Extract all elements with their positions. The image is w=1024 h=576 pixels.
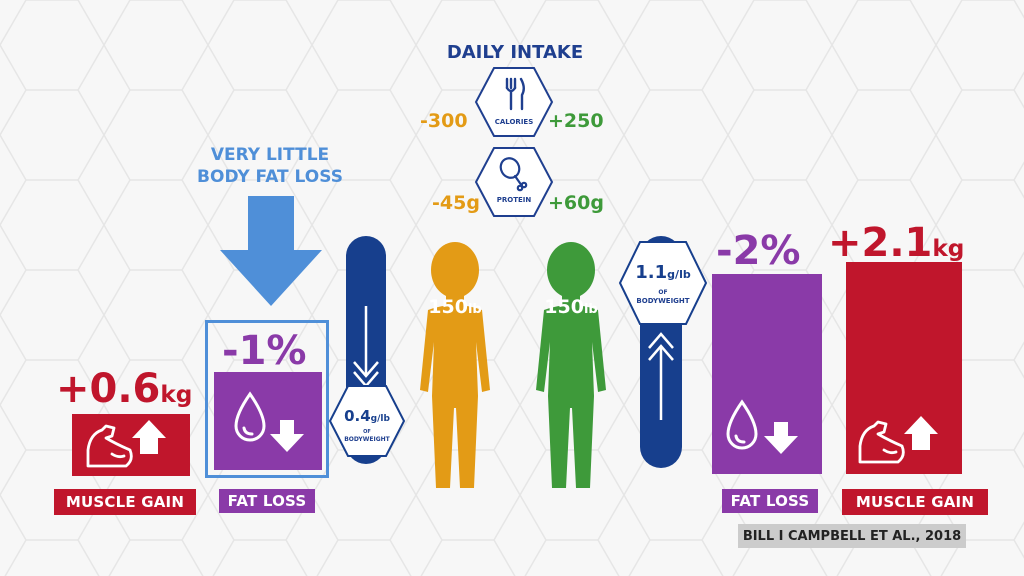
protein-hex [474, 147, 554, 217]
callout-line-2: BODY FAT LOSS [197, 167, 343, 187]
protein-label: PROTEIN [496, 196, 532, 204]
callout-text: VERY LITTLE BODY FAT LOSS [180, 144, 360, 188]
right-fat-value: -2% [716, 228, 801, 274]
down-arrow-icon [220, 196, 322, 306]
green-person-figure [536, 242, 606, 488]
callout-line-1: VERY LITTLE [210, 145, 330, 165]
left-fat-value: -1% [222, 328, 307, 374]
up-arrow-icon [132, 420, 166, 454]
right-muscle-number: +2.1 [828, 220, 933, 266]
left-protein-unit: g/lb [370, 414, 390, 424]
protein-low: -45g [432, 192, 480, 214]
green-weight-unit: lb [583, 302, 598, 317]
flexed-arm-icon [86, 420, 166, 468]
left-protein-hex [328, 385, 406, 457]
right-muscle-label: MUSCLE GAIN [842, 489, 988, 515]
right-muscle-bar [846, 262, 962, 474]
calories-low: -300 [420, 110, 468, 132]
right-protein-number: 1.1 [635, 262, 668, 283]
orange-weight-unit: lb [467, 302, 482, 317]
left-fat-highlight [205, 320, 329, 478]
daily-intake-title: DAILY INTAKE [446, 42, 584, 63]
orange-weight-number: 150 [428, 296, 468, 318]
left-fat-bar [214, 372, 322, 470]
up-chevron-icon [648, 332, 674, 420]
protein-high: +60g [548, 192, 604, 214]
fat-drop-icon [234, 391, 304, 452]
left-protein-rate: 0.4g/lb [328, 406, 406, 425]
right-muscle-unit: kg [932, 235, 965, 262]
calories-high: +250 [548, 110, 604, 132]
right-fat-bar [712, 274, 822, 474]
calories-label: CALORIES [494, 118, 534, 126]
right-fat-label: FAT LOSS [722, 489, 818, 513]
right-protein-hex [618, 241, 708, 325]
left-muscle-label: MUSCLE GAIN [54, 489, 196, 515]
right-muscle-value: +2.1kg [828, 220, 964, 266]
left-muscle-bar [72, 414, 190, 476]
fat-drop-icon-right [726, 399, 798, 454]
right-protein-bodyweight: BODYWEIGHT [636, 297, 690, 305]
right-protein-unit: g/lb [667, 268, 691, 281]
right-protein-rate: 1.1g/lb [618, 262, 708, 283]
left-protein-of: OF [363, 429, 371, 435]
flexed-arm-icon-right [858, 416, 938, 464]
orange-person-figure [420, 242, 490, 488]
citation: BILL I CAMPBELL ET AL., 2018 [738, 524, 966, 548]
left-protein-number: 0.4 [344, 407, 371, 425]
down-small-arrow-icon [270, 420, 304, 452]
calories-hex [474, 67, 554, 137]
green-weight: 150lb [534, 296, 608, 318]
left-muscle-unit: kg [160, 381, 193, 408]
left-muscle-number: +0.6 [56, 366, 161, 412]
green-weight-number: 150 [544, 296, 584, 318]
left-muscle-value: +0.6kg [56, 366, 192, 412]
left-fat-label: FAT LOSS [219, 489, 315, 513]
right-protein-of: OF [658, 289, 668, 296]
orange-weight: 150lb [418, 296, 492, 318]
left-protein-bodyweight: BODYWEIGHT [344, 436, 390, 443]
chicken-leg-icon [499, 157, 528, 192]
fork-knife-icon [505, 77, 525, 111]
